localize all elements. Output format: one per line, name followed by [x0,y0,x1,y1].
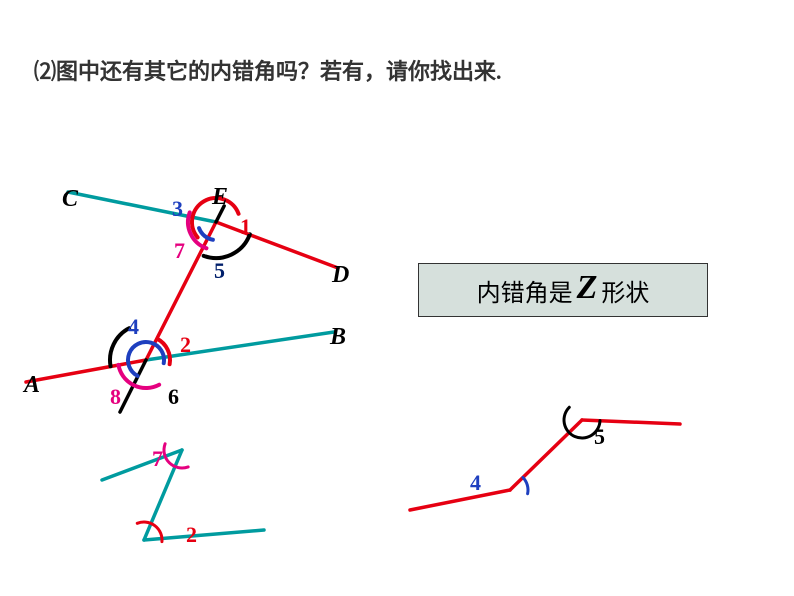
zteal-num-7: 7 [152,446,163,472]
zred-num-4: 4 [470,470,481,496]
zred-num-5: 5 [594,424,605,450]
num-4: 4 [128,314,139,340]
zteal-num-2: 2 [186,522,197,548]
num-8: 8 [110,384,121,410]
label-D: D [332,262,349,289]
diagram-svg [0,0,794,596]
label-C: C [62,186,78,213]
num-3: 3 [172,196,183,222]
label-A: A [24,372,40,399]
label-B: B [330,324,346,351]
num-7: 7 [174,238,185,264]
num-5: 5 [214,258,225,284]
num-2: 2 [180,332,191,358]
num-6: 6 [168,384,179,410]
num-1: 1 [240,214,251,240]
label-E: E [212,184,228,211]
